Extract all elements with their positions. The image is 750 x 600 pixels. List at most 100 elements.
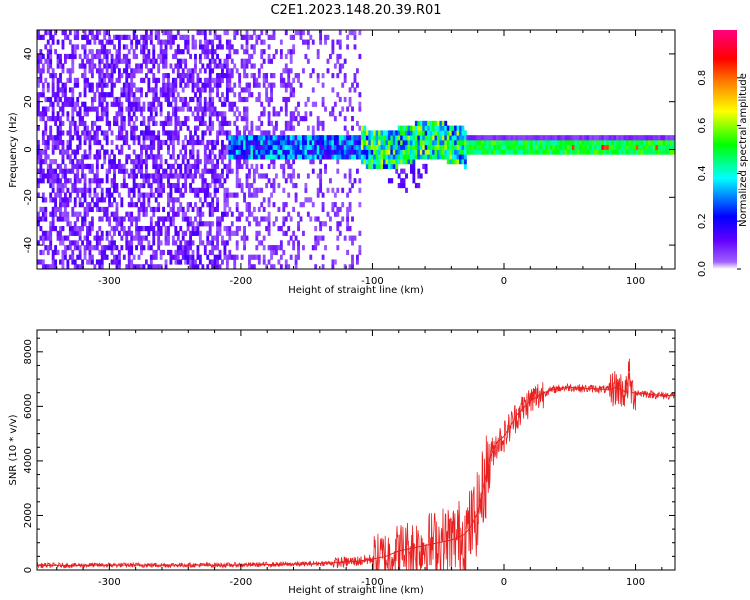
spectrogram-cell [221, 111, 224, 117]
spectrogram-cell [113, 168, 116, 174]
spectrogram-cell [90, 82, 94, 88]
spectrogram-cell [368, 149, 372, 155]
spectrogram-cell [132, 168, 136, 174]
spectrogram-cell [270, 58, 273, 64]
spectrogram-cell [309, 144, 313, 150]
spectrogram-cell [228, 73, 232, 79]
spectrogram-cell [140, 240, 143, 246]
spectrogram-cell [115, 116, 119, 122]
spectrogram-cell [140, 182, 143, 189]
spectrogram-cell [105, 254, 109, 260]
spectrogram-cell [181, 101, 185, 107]
spectrogram-cell [39, 77, 43, 83]
spectrogram-cell [321, 149, 325, 155]
spectrogram-cell [311, 149, 315, 155]
spectrogram-cell [71, 63, 75, 69]
spectrogram-cell [157, 163, 161, 170]
spectrogram-cell [360, 135, 364, 141]
spectrogram-cell [86, 187, 89, 193]
spectrogram-cell [88, 202, 92, 208]
spectrogram-cell [189, 53, 192, 60]
spectrogram-cell [235, 254, 239, 260]
spectrogram-cell [144, 144, 148, 150]
spectrogram-cell [221, 154, 224, 160]
spectrogram-cell [56, 63, 60, 69]
spectrogram-cell [216, 53, 219, 60]
spectrogram-cell [142, 264, 146, 269]
spectrogram-cell [233, 135, 237, 141]
spectrogram-cell [343, 139, 347, 146]
spectrogram-cell [248, 144, 251, 150]
spectrogram-cell [248, 58, 251, 64]
spectrogram-cell [90, 216, 94, 222]
spectrogram-cell [262, 259, 266, 265]
spectrogram-cell [115, 77, 119, 83]
spectrogram-cell [611, 135, 615, 141]
spectrogram-cell [157, 149, 161, 155]
spectrogram-cell [140, 154, 143, 160]
spectrogram-cell [250, 125, 254, 131]
spectrogram-cell [252, 264, 256, 269]
spectrogram-cell [387, 130, 391, 136]
spectrogram-cells [37, 30, 675, 269]
spectrogram-cell [584, 135, 588, 141]
spectrogram-cell [71, 92, 75, 98]
spectrogram-cell [255, 221, 259, 227]
spectrogram-cell [490, 139, 494, 146]
spectrogram-cell [73, 44, 77, 50]
spectrogram-cell [488, 135, 492, 141]
spectrogram-cell [174, 225, 178, 232]
spectrogram-cell [63, 206, 67, 213]
spectrogram-cell [358, 135, 362, 141]
spectrogram-cell [83, 163, 87, 170]
spectrogram-cell [233, 264, 237, 269]
spectrogram-cell [292, 149, 296, 155]
spectrogram-cell [71, 254, 75, 260]
spectrogram-cell [297, 149, 300, 155]
spectrogram-cell [203, 30, 207, 36]
spectrogram-cell [105, 206, 109, 213]
spectrogram-cell [49, 63, 53, 69]
spectrogram-cell [149, 111, 153, 117]
spectrogram-cell [591, 144, 595, 150]
spectrogram-cell [169, 130, 173, 136]
spectrogram-cell [277, 135, 281, 141]
spectrogram-cell [407, 135, 411, 141]
spectrogram-cell [449, 130, 453, 136]
spectrogram-cell [39, 68, 43, 74]
spectrogram-cell [196, 264, 200, 269]
spectrogram-cell [532, 135, 536, 141]
spectrogram-cell [373, 135, 377, 141]
spectrogram-cell [41, 264, 45, 269]
spectrogram-cell [245, 39, 249, 45]
spectrogram-cell [201, 221, 205, 227]
spectrogram-cell [157, 68, 161, 74]
spectrogram-cell [353, 77, 357, 83]
spectrogram-cell [287, 82, 291, 88]
spectrogram-cell [186, 245, 190, 251]
spectrogram-cell [517, 149, 521, 155]
spectrogram-cell [162, 77, 165, 83]
spectrogram-cell [434, 154, 438, 160]
spectrogram-cell [218, 39, 222, 45]
spectrogram-cell [515, 149, 519, 155]
spectrogram-cell [196, 77, 200, 83]
spectrogram-cell [304, 182, 308, 189]
spectrogram-cell [51, 111, 55, 117]
spectrogram-cell [61, 144, 65, 150]
spectrogram-cell [76, 245, 80, 251]
spectrogram-cell [81, 154, 85, 160]
spectrogram-cell [211, 249, 215, 256]
spectrogram-cell [262, 254, 266, 260]
spectrogram-cell [93, 120, 97, 126]
spectrogram-cell [115, 245, 119, 251]
spectrogram-cell [110, 182, 114, 189]
spectrogram-cell [68, 154, 72, 160]
spectrogram-cell [338, 63, 342, 69]
spectrogram-cell [73, 197, 77, 203]
spectrogram-cell [333, 139, 337, 146]
spectrogram-cell [130, 44, 134, 50]
spectrogram-cell [402, 125, 406, 131]
spectrogram-cell [235, 245, 239, 251]
spectrogram-cell [56, 58, 60, 64]
